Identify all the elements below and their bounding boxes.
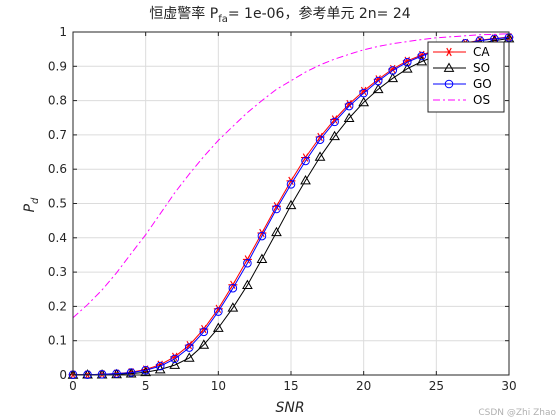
series-go-point (199, 327, 209, 337)
series-go-point (97, 370, 107, 379)
series-so-point (300, 175, 311, 185)
series-go-point (243, 258, 252, 268)
series-so-point (242, 279, 253, 290)
series-go-point (228, 283, 238, 293)
series-so-point (343, 112, 355, 122)
series-go-point (257, 231, 267, 241)
title-main: 恒虚警率 P (149, 5, 218, 22)
plot-frame (72, 31, 510, 376)
series-go-point (417, 51, 427, 61)
series-so-point (358, 96, 370, 107)
series-go-point (272, 204, 281, 214)
x-tick-label: 0 (69, 379, 77, 393)
series-so-point (271, 226, 282, 237)
series-ca-point (257, 228, 267, 238)
x-tick-label: 15 (283, 379, 298, 393)
y-tick-label: 0.9 (48, 59, 67, 73)
series-go-point (184, 343, 194, 352)
series-so-point (183, 352, 195, 362)
legend: CA SO GO OS (427, 41, 505, 113)
series-so-point (198, 339, 210, 349)
series-layer (67, 32, 515, 379)
series-go-point (301, 156, 310, 166)
legend-marker-go (444, 79, 454, 89)
series-go-point (359, 88, 368, 98)
series-so-point (314, 151, 326, 161)
x-axis-label: SNR (275, 400, 304, 416)
series-go-point (141, 365, 150, 375)
series-go-point (344, 101, 354, 111)
series-so-point (212, 322, 224, 332)
series-so-point (140, 366, 152, 377)
series-os-line (72, 33, 510, 319)
legend-marker-ca (444, 47, 454, 57)
series-so-point (416, 55, 428, 66)
chart-title: 恒虚警率 Pfa= 1e-06，参考单元 2n= 24 (149, 5, 410, 25)
series-so-point (387, 72, 399, 83)
series-so-point (227, 302, 239, 312)
series-go-point (286, 179, 296, 189)
legend-label-ca: CA (473, 45, 490, 59)
watermark: CSDN @Zhi Zhao (478, 408, 556, 418)
y-tick-label: 0.8 (48, 94, 67, 108)
title-subscript: fa (218, 14, 228, 25)
series-go-point (214, 307, 223, 316)
y-tick-label: 1 (59, 25, 67, 39)
y-tick-label: 0 (59, 368, 67, 382)
legend-label-so: SO (473, 61, 490, 75)
x-tick-label: 30 (501, 379, 516, 393)
x-tick-label: 25 (429, 379, 444, 393)
series-go-point (170, 354, 180, 364)
svg-text:Pd: Pd (22, 197, 41, 212)
y-tick-label: 0.7 (48, 128, 67, 142)
y-label-subscript: d (30, 197, 41, 204)
legend-label-go: GO (473, 77, 492, 91)
series-os (72, 33, 510, 319)
x-tick-label: 20 (356, 379, 371, 393)
series-go-point (402, 57, 412, 67)
series-so-point (169, 359, 181, 369)
y-tick-label: 0.5 (48, 197, 67, 211)
legend-label-os: OS (473, 93, 490, 107)
series-go-point (315, 135, 325, 145)
series-go-point (388, 66, 398, 75)
y-tick-label: 0.6 (48, 162, 67, 176)
y-label-main: P (22, 203, 38, 212)
series-so-point (285, 199, 297, 210)
series-go-point (155, 361, 165, 371)
x-tick-label: 5 (142, 379, 150, 393)
tick-labels: 0 5 10 15 20 25 30 0 0.1 0.2 0.3 0.4 0.5 0.6 0.7 0.8 0.9… (48, 25, 517, 393)
legend-item-go: GO (433, 77, 492, 91)
y-axis-label: Pd (22, 197, 41, 212)
y-tick-label: 0.4 (48, 231, 67, 245)
series-so-point (256, 253, 268, 263)
legend-item-so: SO (433, 61, 490, 75)
legend-item-os: OS (433, 93, 490, 107)
series-so-point (329, 130, 340, 141)
y-tick-label: 0.2 (48, 299, 67, 313)
series-go-point (126, 368, 136, 377)
title-rest: = 1e-06，参考单元 2n= 24 (228, 5, 411, 22)
legend-marker-so (443, 62, 455, 72)
legend-item-ca: CA (433, 45, 490, 59)
series-so-point (372, 83, 384, 94)
y-tick-label: 0.3 (48, 265, 67, 279)
series-go-point (330, 117, 339, 127)
x-tick-label: 10 (211, 379, 226, 393)
series-go-point (112, 369, 121, 378)
y-tick-label: 0.1 (48, 334, 67, 348)
series-so-point (401, 63, 413, 73)
series-go-point (373, 76, 383, 86)
